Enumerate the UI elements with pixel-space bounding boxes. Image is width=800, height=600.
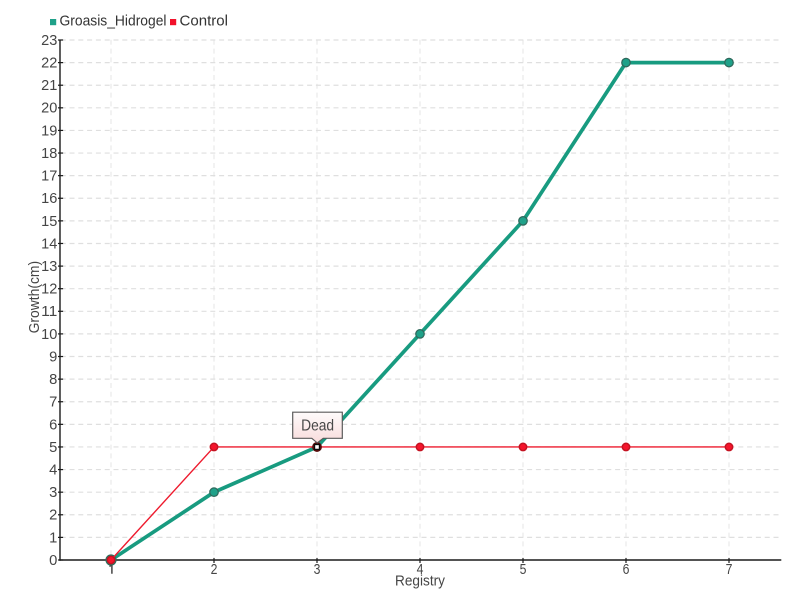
svg-text:12: 12 — [41, 282, 57, 298]
svg-text:22: 22 — [41, 56, 57, 72]
svg-text:5: 5 — [520, 562, 527, 578]
svg-text:21: 21 — [41, 78, 57, 94]
svg-text:19: 19 — [41, 123, 57, 139]
svg-text:6: 6 — [49, 417, 57, 433]
svg-text:0: 0 — [49, 553, 57, 569]
svg-text:16: 16 — [41, 191, 57, 207]
svg-text:8: 8 — [49, 372, 57, 388]
svg-text:2: 2 — [211, 562, 218, 578]
svg-text:Control: Control — [180, 13, 229, 30]
svg-text:Dead: Dead — [301, 417, 334, 434]
svg-text:7: 7 — [726, 562, 733, 578]
svg-text:9: 9 — [49, 349, 57, 365]
svg-text:6: 6 — [623, 562, 630, 578]
svg-text:7: 7 — [49, 395, 57, 411]
svg-text:4: 4 — [417, 562, 424, 578]
svg-text:Registry: Registry — [395, 574, 446, 590]
svg-text:23: 23 — [41, 33, 57, 49]
svg-text:14: 14 — [41, 236, 57, 252]
svg-text:3: 3 — [314, 562, 321, 578]
svg-text:2: 2 — [49, 508, 57, 524]
svg-text:Growth(cm): Growth(cm) — [27, 261, 43, 334]
svg-text:15: 15 — [41, 214, 57, 230]
svg-text:Groasis_Hidrogel: Groasis_Hidrogel — [60, 13, 167, 30]
svg-text:17: 17 — [41, 169, 57, 185]
svg-text:3: 3 — [49, 485, 57, 501]
svg-text:4: 4 — [49, 462, 57, 478]
svg-text:5: 5 — [49, 440, 57, 456]
svg-text:10: 10 — [41, 327, 57, 343]
svg-text:13: 13 — [41, 259, 57, 275]
svg-text:1: 1 — [49, 530, 57, 546]
svg-text:18: 18 — [41, 146, 57, 162]
svg-text:20: 20 — [41, 101, 57, 117]
svg-text:11: 11 — [41, 304, 57, 320]
